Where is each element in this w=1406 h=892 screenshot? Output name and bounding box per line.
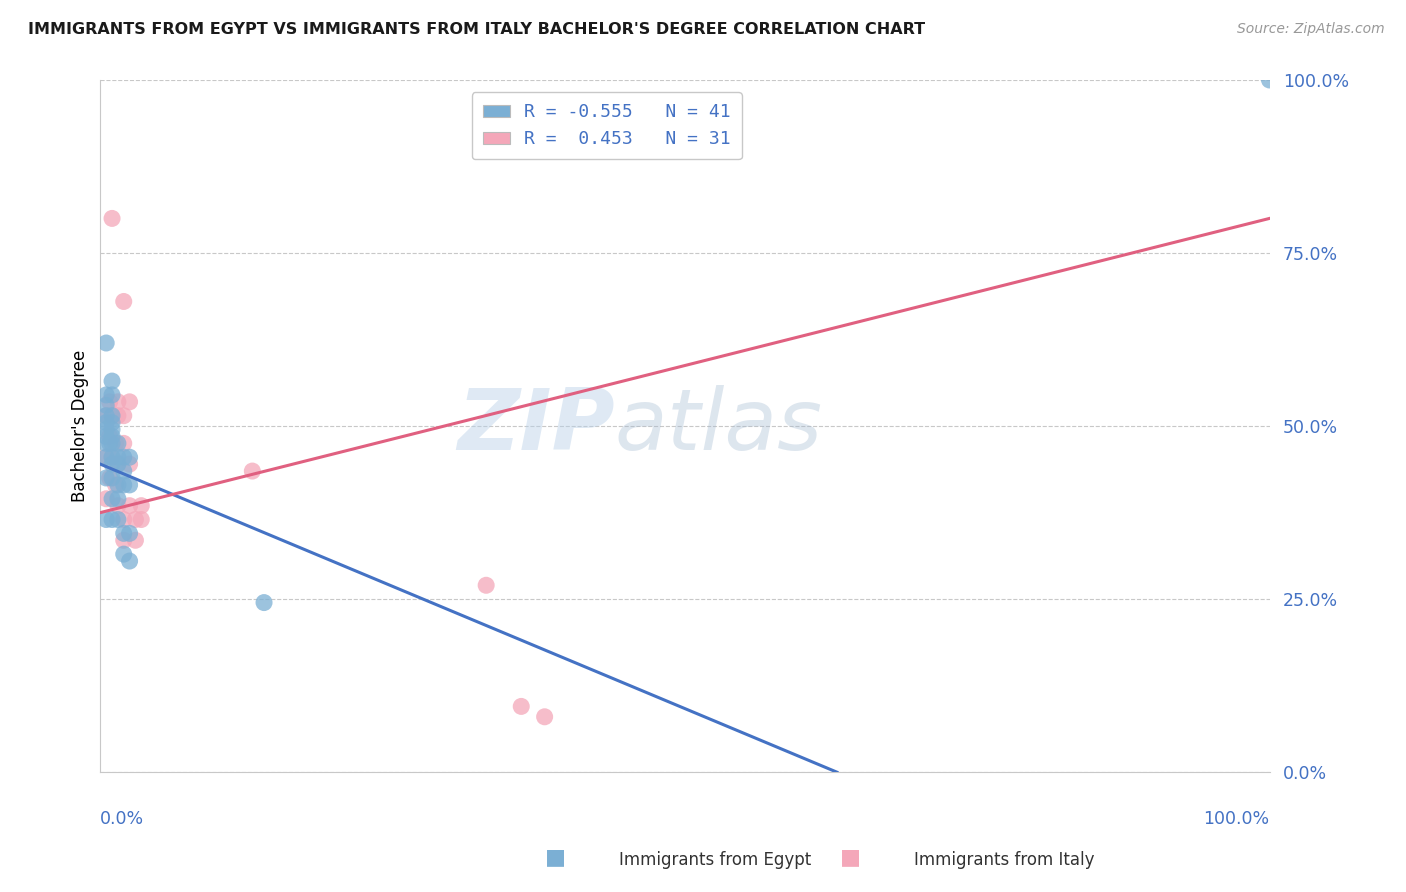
Text: ■: ■ bbox=[841, 847, 860, 867]
Point bbox=[112, 464, 135, 478]
Point bbox=[101, 211, 124, 226]
Legend: R = -0.555   N = 41, R =  0.453   N = 31: R = -0.555 N = 41, R = 0.453 N = 31 bbox=[472, 93, 741, 159]
Point bbox=[96, 436, 118, 450]
Point bbox=[112, 409, 135, 423]
Text: ZIP: ZIP bbox=[457, 384, 614, 467]
Point bbox=[253, 596, 276, 610]
Text: Source: ZipAtlas.com: Source: ZipAtlas.com bbox=[1237, 22, 1385, 37]
Point bbox=[101, 374, 124, 388]
Point bbox=[533, 710, 555, 724]
Point bbox=[96, 336, 118, 351]
Point bbox=[107, 457, 129, 471]
Text: 100.0%: 100.0% bbox=[1204, 810, 1270, 829]
Point bbox=[107, 478, 129, 492]
Text: IMMIGRANTS FROM EGYPT VS IMMIGRANTS FROM ITALY BACHELOR'S DEGREE CORRELATION CHA: IMMIGRANTS FROM EGYPT VS IMMIGRANTS FROM… bbox=[28, 22, 925, 37]
Point bbox=[101, 409, 124, 423]
Point bbox=[129, 499, 152, 513]
Point bbox=[112, 547, 135, 561]
Point bbox=[1258, 73, 1281, 87]
Point bbox=[112, 294, 135, 309]
Point bbox=[107, 409, 129, 423]
Point bbox=[96, 423, 118, 437]
Point bbox=[118, 450, 141, 465]
Point bbox=[112, 436, 135, 450]
Point bbox=[101, 429, 124, 443]
Point bbox=[101, 423, 124, 437]
Point bbox=[96, 398, 118, 412]
Point bbox=[107, 457, 129, 471]
Point bbox=[96, 471, 118, 485]
Point bbox=[118, 499, 141, 513]
Point bbox=[510, 699, 533, 714]
Point bbox=[112, 526, 135, 541]
Point bbox=[96, 409, 118, 423]
Point bbox=[118, 554, 141, 568]
Point bbox=[96, 512, 118, 526]
Point bbox=[124, 512, 146, 526]
Point bbox=[107, 450, 129, 465]
Point bbox=[107, 394, 129, 409]
Point bbox=[104, 478, 127, 492]
Point bbox=[96, 491, 118, 506]
Text: Immigrants from Egypt: Immigrants from Egypt bbox=[619, 851, 811, 869]
Point bbox=[101, 388, 124, 402]
Point bbox=[96, 409, 118, 423]
Point bbox=[240, 464, 263, 478]
Point bbox=[101, 512, 124, 526]
Point bbox=[129, 512, 152, 526]
Point bbox=[118, 478, 141, 492]
Point bbox=[118, 526, 141, 541]
Point bbox=[475, 578, 498, 592]
Point bbox=[112, 478, 135, 492]
Point bbox=[107, 499, 129, 513]
Y-axis label: Bachelor's Degree: Bachelor's Degree bbox=[72, 350, 89, 502]
Point bbox=[101, 450, 124, 465]
Point bbox=[118, 394, 141, 409]
Text: 0.0%: 0.0% bbox=[100, 810, 145, 829]
Point bbox=[96, 416, 118, 430]
Point bbox=[118, 457, 141, 471]
Point bbox=[112, 533, 135, 548]
Point bbox=[104, 436, 127, 450]
Point bbox=[107, 512, 129, 526]
Point bbox=[101, 450, 124, 465]
Point bbox=[107, 436, 129, 450]
Point bbox=[101, 491, 124, 506]
Point bbox=[112, 450, 135, 465]
Point bbox=[107, 491, 129, 506]
Point bbox=[98, 429, 121, 443]
Point bbox=[101, 416, 124, 430]
Point bbox=[98, 394, 121, 409]
Text: Immigrants from Italy: Immigrants from Italy bbox=[914, 851, 1094, 869]
Point bbox=[96, 388, 118, 402]
Text: atlas: atlas bbox=[614, 384, 823, 467]
Point bbox=[96, 450, 118, 465]
Point bbox=[101, 471, 124, 485]
Point bbox=[124, 533, 146, 548]
Point bbox=[96, 450, 118, 465]
Text: ■: ■ bbox=[546, 847, 565, 867]
Point bbox=[98, 471, 121, 485]
Point bbox=[112, 512, 135, 526]
Point bbox=[101, 457, 124, 471]
Point bbox=[101, 409, 124, 423]
Point bbox=[98, 436, 121, 450]
Point bbox=[101, 436, 124, 450]
Point bbox=[96, 429, 118, 443]
